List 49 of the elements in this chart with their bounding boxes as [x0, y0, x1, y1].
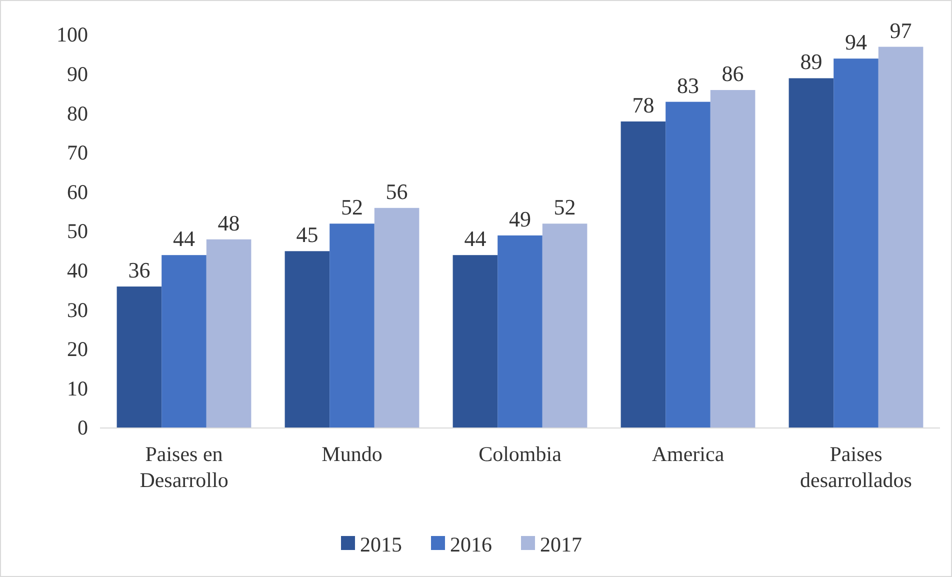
data-label: 48	[218, 210, 240, 236]
y-tick-label: 10	[67, 376, 88, 400]
bar	[330, 224, 374, 428]
data-label: 52	[341, 194, 363, 220]
bar	[206, 239, 252, 428]
y-tick-label: 80	[67, 101, 88, 126]
legend-label: 2016	[450, 532, 492, 556]
data-label: 56	[386, 178, 408, 204]
data-label: 44	[464, 226, 486, 252]
x-tick-label: Colombia	[478, 442, 562, 466]
bar	[788, 78, 834, 428]
data-label: 78	[632, 92, 654, 118]
data-label: 86	[722, 61, 744, 86]
data-label: 83	[677, 72, 699, 98]
data-label: 52	[554, 194, 576, 220]
x-tick-label: Paises en Desarrollo	[140, 442, 228, 492]
x-tick-label: Paises desarrollados	[800, 442, 912, 492]
bar	[834, 58, 878, 428]
x-tick-label: America	[652, 442, 725, 466]
bar	[878, 46, 924, 428]
bar	[498, 235, 542, 428]
y-tick-label: 60	[67, 180, 88, 204]
y-tick-label: 0	[78, 416, 88, 440]
bar	[116, 286, 162, 428]
bar	[620, 121, 666, 428]
data-label: 45	[296, 222, 318, 248]
bar	[284, 251, 330, 428]
y-tick-label: 90	[67, 62, 88, 86]
bar	[162, 255, 206, 428]
bar	[452, 255, 498, 428]
legend-label: 2015	[360, 532, 402, 556]
data-label: 49	[509, 206, 531, 232]
bar	[374, 208, 420, 428]
data-label: 36	[128, 258, 150, 283]
legend-label: 2017	[540, 532, 582, 556]
y-tick-label: 40	[67, 258, 88, 283]
data-label: 44	[173, 226, 195, 252]
y-tick-label: 30	[67, 298, 88, 322]
x-tick-label: Mundo	[322, 442, 382, 466]
y-tick-label: 100	[56, 22, 88, 47]
y-tick-label: 50	[67, 219, 88, 244]
y-tick-label: 70	[67, 140, 88, 165]
y-tick-label: 20	[67, 337, 88, 362]
data-label: 97	[890, 18, 912, 43]
data-label: 89	[800, 49, 822, 74]
bar	[710, 90, 756, 428]
bar	[666, 102, 710, 428]
bar	[542, 224, 588, 428]
data-label: 94	[845, 30, 867, 55]
